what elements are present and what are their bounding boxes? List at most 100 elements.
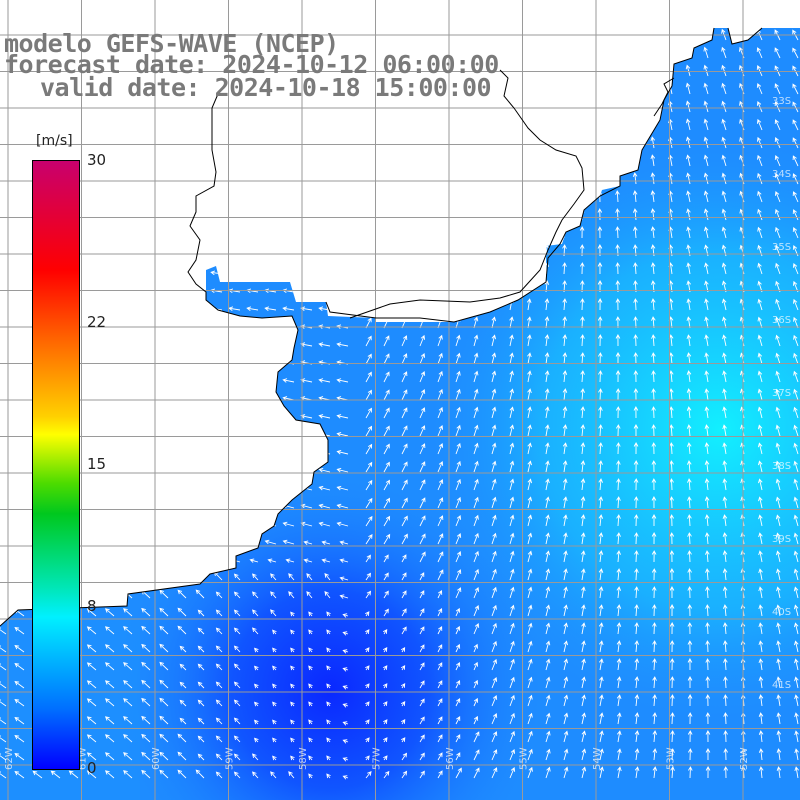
wind-arrow bbox=[210, 503, 223, 509]
wind-arrow bbox=[599, 766, 604, 779]
wind-arrow bbox=[437, 370, 443, 383]
wind-arrow bbox=[792, 262, 799, 275]
wind-arrow bbox=[794, 640, 799, 653]
wind-arrow bbox=[757, 226, 763, 239]
wind-arrow bbox=[687, 586, 693, 599]
wind-arrow bbox=[156, 521, 169, 527]
wind-arrow bbox=[527, 478, 533, 491]
wind-arrow bbox=[580, 298, 585, 311]
wind-arrow bbox=[545, 442, 550, 455]
wind-arrow bbox=[650, 298, 656, 311]
wind-arrow bbox=[563, 730, 569, 743]
wind-arrow bbox=[580, 334, 585, 347]
wind-arrow bbox=[775, 550, 781, 563]
wind-arrow bbox=[336, 306, 349, 311]
wind-arrow bbox=[527, 766, 533, 779]
wind-arrow bbox=[651, 352, 656, 365]
wind-arrow bbox=[365, 173, 372, 185]
wind-arrow bbox=[581, 604, 586, 617]
wind-arrow bbox=[336, 521, 349, 527]
wind-arrow bbox=[562, 442, 568, 455]
wind-arrow bbox=[776, 586, 781, 599]
wind-arrow bbox=[775, 370, 781, 383]
wind-arrow bbox=[634, 532, 639, 545]
wind-arrow bbox=[721, 100, 727, 113]
wind-arrow bbox=[544, 154, 549, 167]
wind-arrow bbox=[246, 234, 259, 240]
wind-arrow bbox=[282, 162, 295, 168]
wind-arrow bbox=[669, 406, 674, 419]
wind-arrow bbox=[228, 414, 241, 419]
wind-arrow bbox=[703, 136, 709, 149]
wind-arrow bbox=[651, 514, 657, 527]
wind-arrow bbox=[174, 180, 187, 186]
wind-arrow bbox=[300, 234, 313, 240]
wind-arrow bbox=[615, 190, 620, 203]
wind-arrow bbox=[704, 496, 710, 509]
wind-arrow bbox=[383, 227, 390, 239]
wind-arrow bbox=[123, 572, 133, 581]
wind-arrow bbox=[285, 558, 295, 563]
wind-arrow bbox=[687, 640, 693, 653]
wind-arrow bbox=[562, 424, 568, 437]
wind-arrow bbox=[509, 550, 515, 563]
wind-arrow bbox=[563, 568, 568, 581]
latitude-labels: 33S 34S 35S 36S 37S 38S 39S 40S 41S bbox=[772, 96, 791, 691]
wind-arrow bbox=[254, 683, 259, 689]
wind-arrow bbox=[159, 625, 169, 635]
wind-arrow bbox=[282, 378, 295, 383]
wind-arrow bbox=[527, 514, 533, 527]
wind-arrow bbox=[793, 406, 799, 419]
wind-arrow bbox=[562, 334, 568, 347]
wind-arrow bbox=[669, 622, 675, 635]
wind-arrow bbox=[383, 407, 390, 419]
wind-arrow bbox=[383, 497, 390, 509]
wind-arrow bbox=[792, 227, 799, 239]
wind-arrow bbox=[545, 550, 551, 563]
wind-arrow bbox=[419, 190, 425, 203]
wind-arrow bbox=[156, 432, 169, 437]
wind-arrow bbox=[579, 118, 585, 131]
wind-arrow bbox=[252, 591, 259, 599]
wind-arrow bbox=[562, 388, 568, 401]
wind-arrow bbox=[102, 198, 115, 204]
wind-arrow bbox=[282, 109, 295, 114]
longitude-label: 57W bbox=[372, 747, 383, 770]
wind-arrow bbox=[365, 245, 372, 257]
wind-arrow bbox=[197, 663, 205, 671]
wind-arrow bbox=[104, 608, 115, 617]
wind-arrow bbox=[120, 270, 133, 276]
wind-arrow bbox=[383, 172, 390, 185]
wind-arrow bbox=[0, 109, 7, 114]
wind-arrow bbox=[326, 647, 331, 653]
wind-arrow bbox=[792, 191, 799, 203]
wind-arrow bbox=[705, 640, 710, 653]
wind-arrow bbox=[563, 766, 569, 779]
wind-arrow bbox=[527, 586, 533, 599]
wind-arrow bbox=[228, 342, 241, 347]
wind-arrow bbox=[419, 608, 425, 617]
wind-arrow bbox=[290, 647, 295, 653]
wind-arrow bbox=[365, 647, 370, 653]
wind-arrow bbox=[597, 100, 602, 113]
wind-arrow bbox=[401, 335, 408, 347]
wind-arrow bbox=[669, 604, 675, 617]
wind-arrow bbox=[254, 737, 259, 743]
wind-arrow bbox=[282, 449, 295, 455]
wind-arrow bbox=[776, 730, 782, 743]
longitude-label: 53W bbox=[666, 747, 677, 770]
wind-arrow bbox=[633, 352, 639, 365]
wind-arrow bbox=[215, 717, 223, 725]
wind-arrow bbox=[545, 424, 550, 437]
wind-arrow bbox=[437, 388, 443, 401]
wind-arrow bbox=[365, 737, 370, 743]
wind-arrow bbox=[580, 514, 586, 527]
wind-arrow bbox=[419, 680, 425, 689]
latitude-label: 33S bbox=[772, 96, 791, 107]
longitude-label: 60W bbox=[151, 747, 162, 770]
wind-arrow bbox=[210, 557, 223, 563]
wind-arrow bbox=[437, 100, 443, 113]
wind-arrow bbox=[775, 298, 781, 311]
wind-arrow bbox=[581, 676, 586, 689]
wind-arrow bbox=[652, 658, 657, 671]
